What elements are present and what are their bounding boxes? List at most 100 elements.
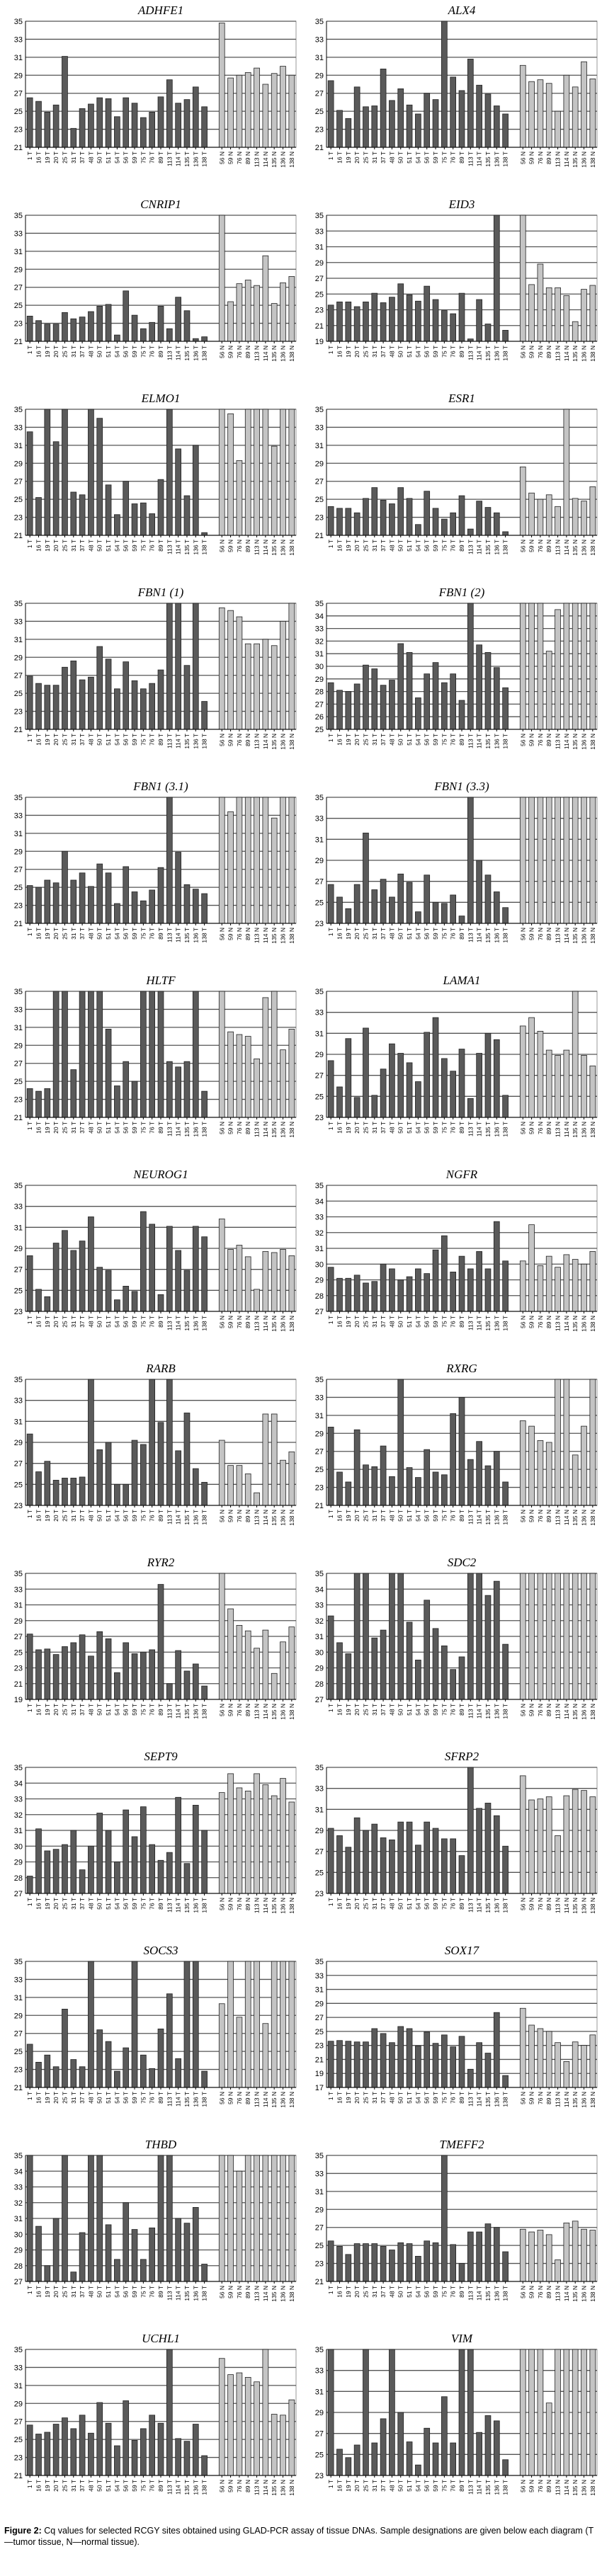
bar-normal xyxy=(581,501,587,536)
y-tick-label: 33 xyxy=(315,1214,324,1222)
bar-normal xyxy=(537,1799,544,1894)
bar-tumor xyxy=(166,797,173,924)
bar-tumor xyxy=(35,2434,42,2476)
bar-tumor xyxy=(353,86,360,148)
y-tick-label: 33 xyxy=(315,2170,324,2178)
bar-normal xyxy=(288,1029,295,1118)
y-tick-label: 34 xyxy=(14,1779,23,1788)
bar-normal xyxy=(572,1259,579,1312)
bar-tumor xyxy=(96,1449,103,1506)
bar-normal xyxy=(236,1034,243,1118)
x-tick-label: 25 T xyxy=(362,1898,369,1910)
x-tick-label: 76 N xyxy=(537,346,544,358)
x-tick-label: 135 T xyxy=(183,346,191,361)
bar-tumor xyxy=(327,1615,334,1700)
x-tick-label: 89 T xyxy=(157,152,164,164)
bar-normal xyxy=(537,1265,544,1312)
x-tick-label: 51 T xyxy=(406,928,413,940)
chart-title: ALX4 xyxy=(448,4,476,17)
x-tick-label: 1 T xyxy=(26,1316,33,1324)
bar-tumor xyxy=(406,498,413,536)
x-tick-label: 20 T xyxy=(353,928,360,940)
x-tick-label: 89 N xyxy=(244,1316,251,1328)
bar-tumor xyxy=(371,1095,378,1118)
x-tick-label: 75 T xyxy=(441,1316,448,1328)
bar-tumor xyxy=(450,1669,457,1700)
y-tick-label: 28 xyxy=(315,1292,324,1301)
bar-tumor xyxy=(415,697,421,730)
x-tick-label: 25 T xyxy=(362,734,369,746)
y-tick-label: 31 xyxy=(315,1986,324,1995)
bar-tumor xyxy=(363,1830,369,1894)
bar-tumor xyxy=(140,900,147,924)
bar-normal xyxy=(227,1465,234,1506)
bar-tumor xyxy=(484,1268,492,1312)
x-tick-label: 136 T xyxy=(493,1704,500,1719)
x-tick-label: 48 T xyxy=(388,1898,395,1910)
chart-title: ELMO1 xyxy=(141,392,181,405)
bar-tumor xyxy=(424,2240,431,2282)
x-tick-label: 54 T xyxy=(113,1122,120,1134)
x-tick-label: 19 T xyxy=(44,2286,51,2298)
bar-tumor xyxy=(353,2243,360,2282)
bar-tumor xyxy=(371,1466,378,1506)
x-tick-label: 75 T xyxy=(140,928,147,940)
bar-tumor xyxy=(26,1876,33,1894)
x-tick-label: 56 T xyxy=(123,2480,130,2492)
x-tick-label: 48 T xyxy=(388,1510,395,1522)
bar-normal xyxy=(262,1629,269,1700)
x-tick-label: 19 T xyxy=(345,540,352,552)
x-tick-label: 135 T xyxy=(484,1898,492,1913)
bar-normal xyxy=(262,2349,269,2476)
bar-normal xyxy=(262,2155,269,2282)
bar-tumor xyxy=(380,1629,387,1700)
x-tick-label: 89 N xyxy=(244,734,251,746)
bar-normal xyxy=(271,645,278,730)
x-tick-label: 31 T xyxy=(70,1704,77,1716)
x-tick-label: 59 N xyxy=(528,2286,535,2298)
x-tick-label: 19 T xyxy=(44,152,51,164)
x-tick-label: 89 T xyxy=(458,1510,465,1522)
x-tick-label: 89 N xyxy=(244,2286,251,2298)
x-tick-label: 89 N xyxy=(545,1898,552,1910)
x-tick-label: 136 N xyxy=(280,1510,287,1526)
x-tick-label: 16 T xyxy=(35,540,42,552)
x-tick-label: 59 N xyxy=(227,346,234,358)
x-tick-label: 50 T xyxy=(96,346,103,358)
bar-normal xyxy=(555,1379,561,1506)
bar-normal xyxy=(563,603,570,730)
x-tick-label: 16 T xyxy=(336,1510,343,1522)
x-tick-label: 136 T xyxy=(493,152,500,167)
x-tick-label: 113 T xyxy=(166,540,173,554)
x-tick-label: 1 T xyxy=(327,734,334,742)
x-tick-label: 89 N xyxy=(545,1316,552,1328)
y-tick-label: 31 xyxy=(315,1412,324,1420)
bar-tumor xyxy=(406,2243,413,2282)
x-tick-label: 114 T xyxy=(476,1316,483,1330)
x-tick-label: 16 T xyxy=(35,1510,42,1522)
bar-normal xyxy=(519,1025,526,1118)
bar-tumor xyxy=(105,1830,112,1894)
x-tick-label: 136 N xyxy=(280,2286,287,2302)
bar-tumor xyxy=(105,872,112,924)
bar-tumor xyxy=(52,991,59,1118)
x-tick-label: 56 N xyxy=(218,1898,225,1910)
bar-tumor xyxy=(70,2428,77,2476)
x-tick-label: 1 T xyxy=(327,540,334,548)
x-tick-label: 31 T xyxy=(70,1510,77,1522)
bar-normal xyxy=(572,86,579,148)
y-tick-label: 23 xyxy=(14,1096,23,1105)
x-tick-label: 76 N xyxy=(236,152,243,164)
y-tick-label: 25 xyxy=(315,899,324,907)
x-tick-label: 76 T xyxy=(149,928,156,940)
chart-panel: UCHL1 21 23 25 27 29 31 33 35 1 T 16 T 19 T 20 T 25 T… xyxy=(0,2328,301,2522)
bar-normal xyxy=(519,2349,526,2476)
x-tick-label: 76 N xyxy=(537,1316,544,1328)
bar-tumor xyxy=(192,1226,199,1312)
x-tick-label: 75 T xyxy=(140,2480,147,2492)
chart-panel: SEPT9 27 28 29 30 31 32 33 34 35 1 T 16 T 19 T 20 T 25… xyxy=(0,1746,301,1940)
bar-tumor xyxy=(353,683,360,730)
x-tick-label: 113 N xyxy=(254,2092,261,2107)
x-tick-label: 76 T xyxy=(149,1898,156,1910)
x-tick-label: 135 N xyxy=(271,2286,278,2302)
